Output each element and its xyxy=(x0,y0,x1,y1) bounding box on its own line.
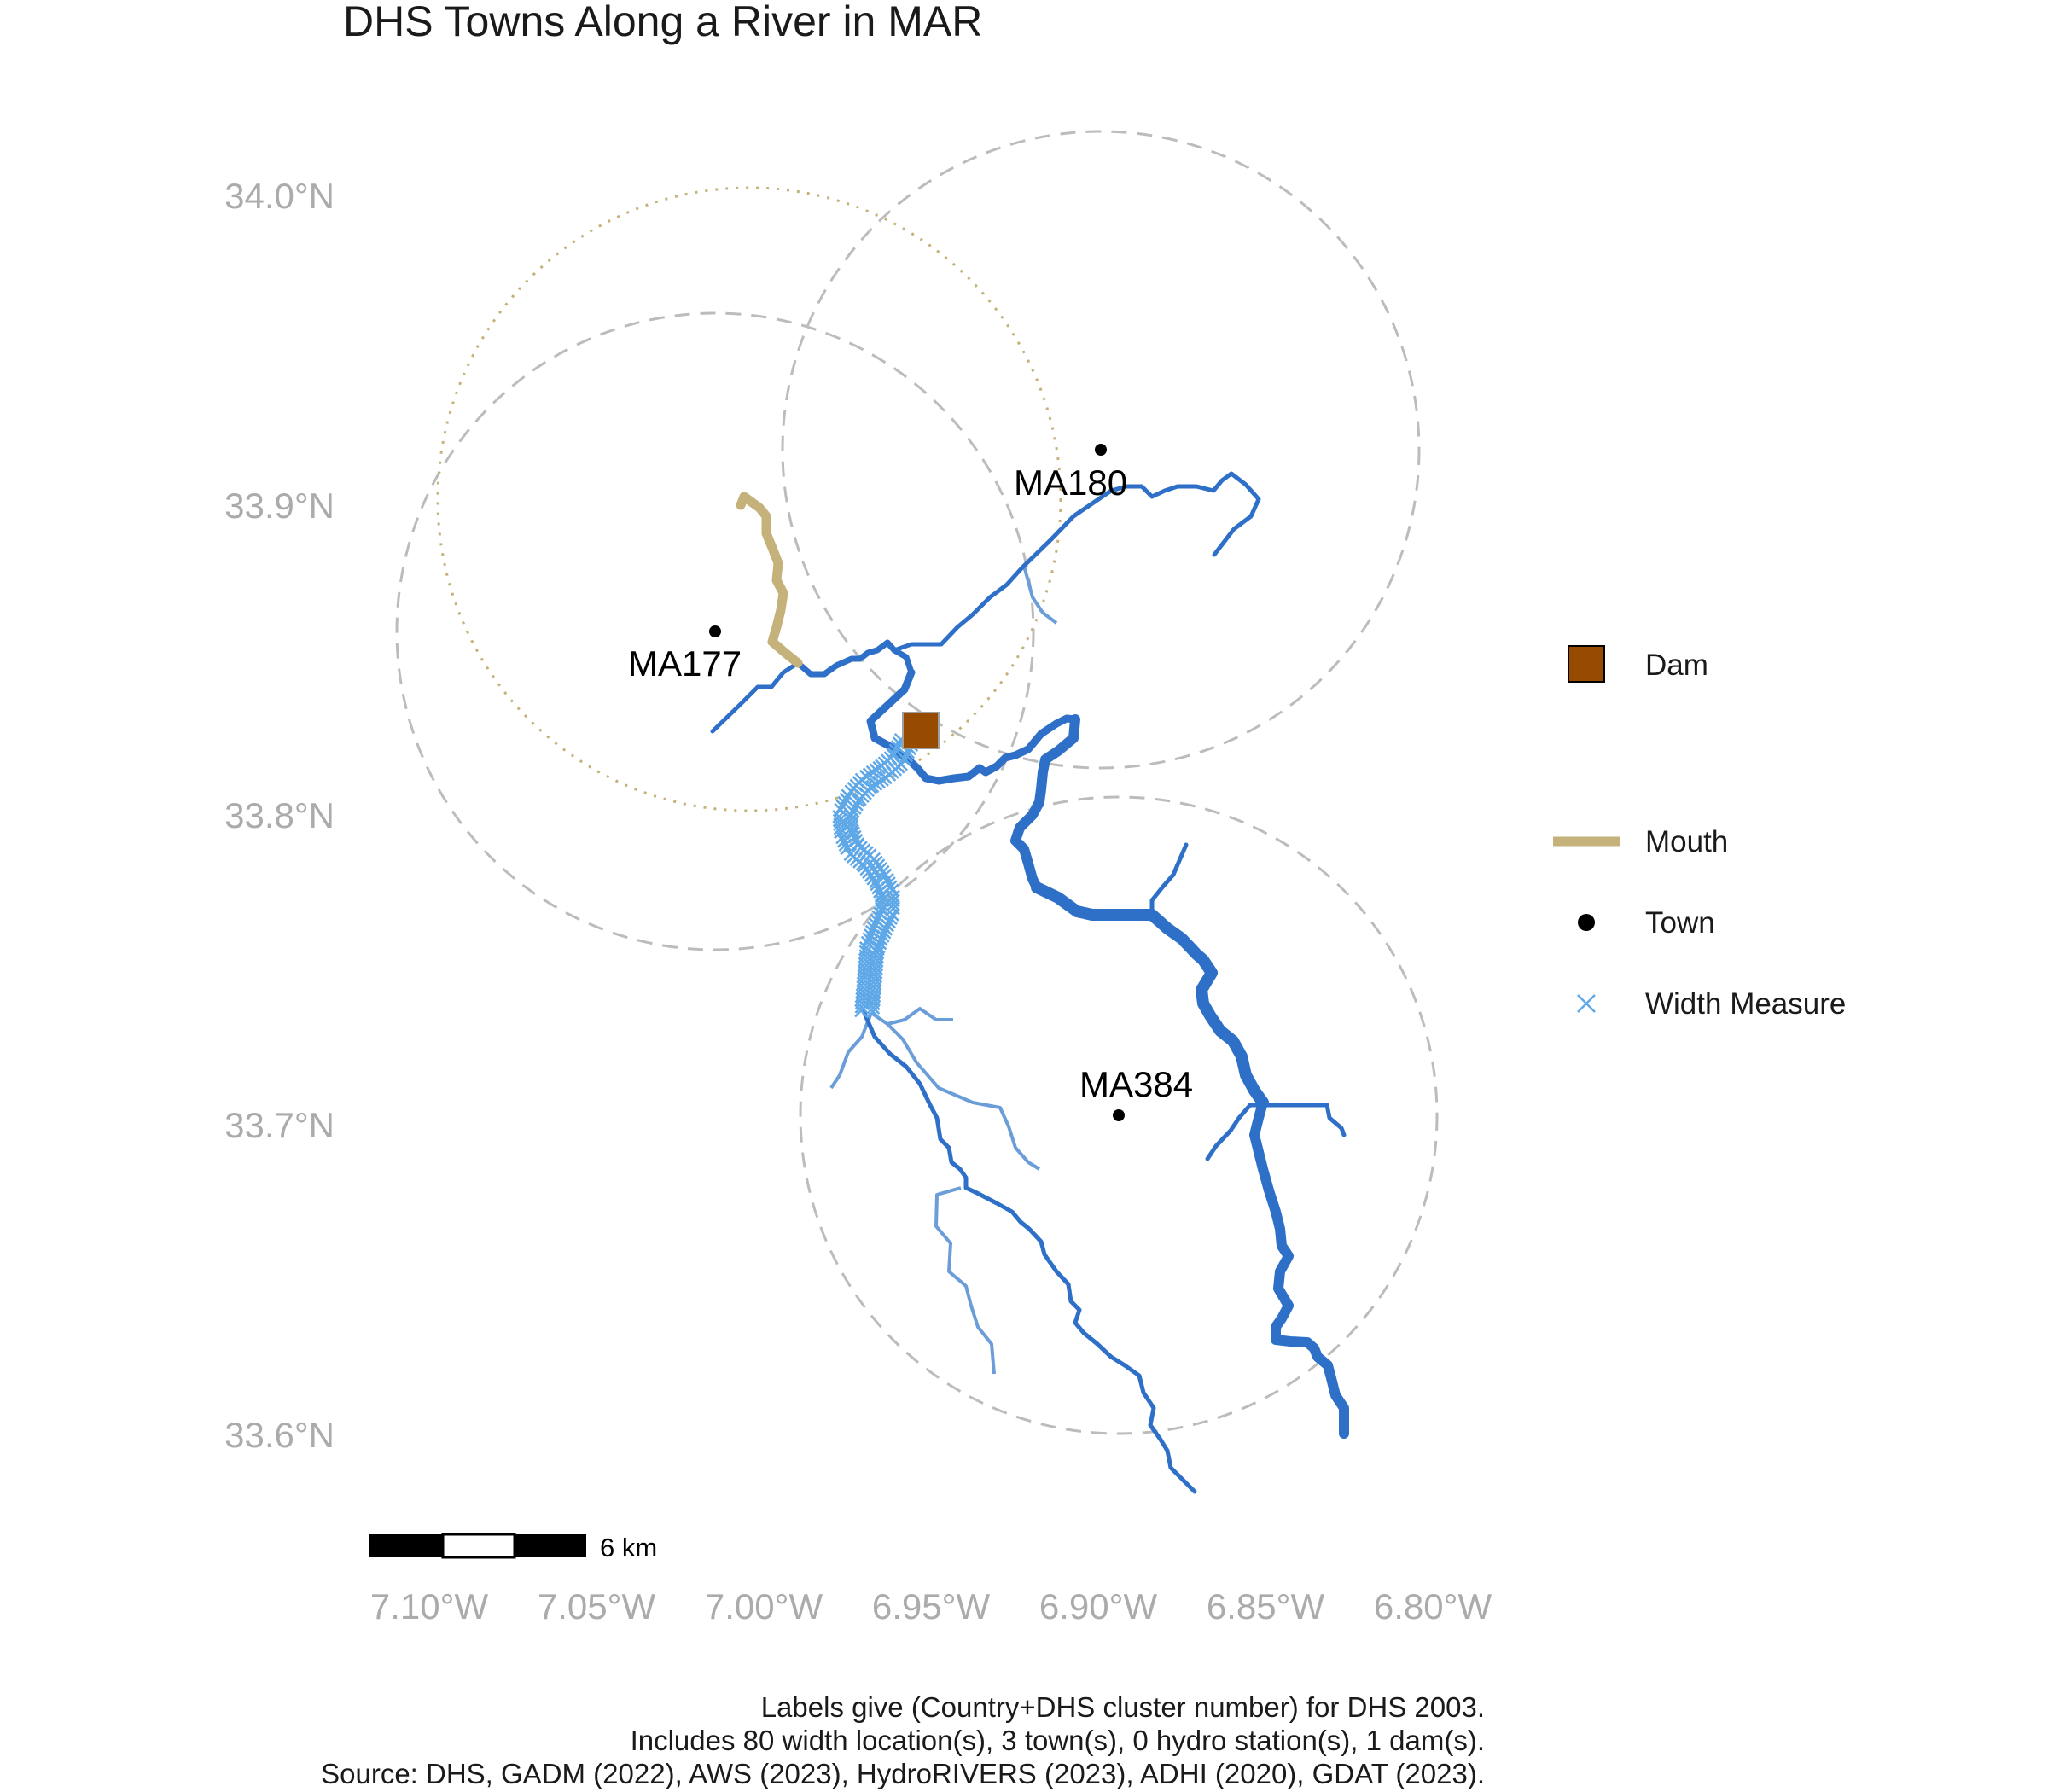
legend-town-key xyxy=(1578,914,1595,931)
river-segment xyxy=(710,660,800,734)
caption: Labels give (Country+DHS cluster number)… xyxy=(321,1691,1485,1789)
width-measure-mark xyxy=(877,925,892,940)
legend: Dam Mouth Town Width Measure xyxy=(1553,645,1846,1021)
lat-tick-33-9: 33.9°N xyxy=(224,486,335,526)
width-measure-mark xyxy=(854,999,869,1014)
width-measure-mark xyxy=(899,748,913,763)
tributary-line xyxy=(870,1011,1041,1171)
width-measure-mark xyxy=(836,834,851,848)
lat-tick-34-0: 34.0°N xyxy=(224,176,335,216)
width-measure-mark xyxy=(846,805,860,818)
dam-buffer-circle xyxy=(436,186,1062,812)
river-segment xyxy=(1205,1103,1253,1161)
width-measure-mark xyxy=(875,933,888,947)
width-measure-mark xyxy=(847,826,860,841)
lon-tick-6-95: 6.95°W xyxy=(872,1586,991,1626)
width-measure-mark xyxy=(871,881,885,895)
caption-line-1: Labels give (Country+DHS cluster number)… xyxy=(761,1691,1485,1723)
tributary-line xyxy=(1022,565,1058,625)
width-measure-mark xyxy=(864,924,879,939)
river-segment xyxy=(794,639,915,678)
width-measure-mark xyxy=(835,830,849,845)
towns: MA180 MA177 MA384 xyxy=(628,444,1193,1121)
lon-tick-7-10: 7.10°W xyxy=(370,1586,489,1626)
lat-axis: 33.6°N 33.7°N 33.8°N 33.9°N 34.0°N xyxy=(224,176,335,1455)
lon-tick-6-80: 6.80°W xyxy=(1374,1586,1492,1626)
legend-width-measure-key xyxy=(1577,994,1596,1013)
width-measure-mark xyxy=(882,915,896,929)
legend-mouth-label: Mouth xyxy=(1645,825,1728,858)
caption-line-3: Source: DHS, GADM (2022), AWS (2023), Hy… xyxy=(321,1758,1485,1789)
scale-bar: 6 km xyxy=(369,1533,657,1562)
river-segment xyxy=(1249,1097,1349,1439)
scale-bar-segment xyxy=(369,1534,443,1557)
town-label-ma384: MA384 xyxy=(1079,1064,1193,1104)
river-segment xyxy=(866,668,1079,785)
river-segment xyxy=(892,471,1261,653)
width-measure-mark xyxy=(884,911,898,926)
town-buffers xyxy=(395,130,1439,1435)
width-measure-mark xyxy=(849,833,864,847)
lon-axis: 7.10°W 7.05°W 7.00°W 6.95°W 6.90°W 6.85°… xyxy=(370,1586,1492,1626)
town-label-ma177: MA177 xyxy=(628,643,742,684)
width-measure-mark xyxy=(854,1004,868,1018)
town-point-ma180 xyxy=(1095,444,1107,456)
width-measure-mark xyxy=(879,922,893,936)
width-measure-mark xyxy=(870,877,884,892)
lon-tick-7-00: 7.00°W xyxy=(705,1586,823,1626)
scale-bar-label: 6 km xyxy=(600,1533,657,1562)
legend-dam-key xyxy=(1568,645,1605,683)
river-segment xyxy=(861,1009,1197,1494)
width-measure-mark xyxy=(852,794,865,808)
legend-town-label: Town xyxy=(1645,906,1715,940)
town-point-ma177 xyxy=(709,625,721,637)
legend-dam-label: Dam xyxy=(1645,649,1708,682)
width-measure-mark xyxy=(876,929,890,943)
lat-tick-33-7: 33.7°N xyxy=(224,1105,335,1145)
width-measure-mark xyxy=(847,801,862,815)
tributary-line xyxy=(887,1007,953,1026)
minor-tributaries xyxy=(829,565,1058,1375)
buffer-circle-ma180 xyxy=(781,130,1421,770)
river-segment xyxy=(1248,1103,1347,1137)
width-measure-mark xyxy=(866,921,881,935)
lon-tick-6-90: 6.90°W xyxy=(1039,1586,1158,1626)
river-segment xyxy=(1010,714,1080,893)
tributary-line xyxy=(829,1012,873,1090)
town-label-ma180: MA180 xyxy=(1014,463,1127,503)
dam-marker xyxy=(902,712,940,749)
scale-bar-segment xyxy=(441,1533,516,1559)
river-segment xyxy=(1149,842,1189,917)
width-measure-mark xyxy=(850,797,864,812)
buffer-circle-ma384 xyxy=(799,795,1439,1435)
lon-tick-6-85: 6.85°W xyxy=(1207,1586,1325,1626)
width-measure-mark xyxy=(866,1004,880,1019)
lat-tick-33-6: 33.6°N xyxy=(224,1415,335,1455)
map-title: DHS Towns Along a River in MAR xyxy=(343,0,982,45)
river-mouth-line xyxy=(736,492,803,668)
width-measures xyxy=(832,732,919,1019)
width-measure-mark xyxy=(838,838,852,852)
legend-width-measure-label: Width Measure xyxy=(1645,987,1846,1021)
width-measure-mark xyxy=(886,908,899,922)
town-point-ma384 xyxy=(1113,1109,1125,1121)
width-measure-mark xyxy=(881,918,895,933)
river-segment xyxy=(1031,881,1269,1108)
width-measure-mark xyxy=(866,1001,881,1015)
width-measure-mark xyxy=(847,829,862,844)
buffer-circle-ma177 xyxy=(395,311,1035,951)
tributary-line xyxy=(934,1186,996,1375)
scale-bar-segment xyxy=(515,1534,586,1557)
lon-tick-7-05: 7.05°W xyxy=(538,1586,656,1626)
river-network xyxy=(710,471,1349,1494)
caption-line-2: Includes 80 width location(s), 3 town(s)… xyxy=(631,1725,1485,1756)
lat-tick-33-8: 33.8°N xyxy=(224,795,335,835)
width-measure-mark xyxy=(864,928,877,942)
